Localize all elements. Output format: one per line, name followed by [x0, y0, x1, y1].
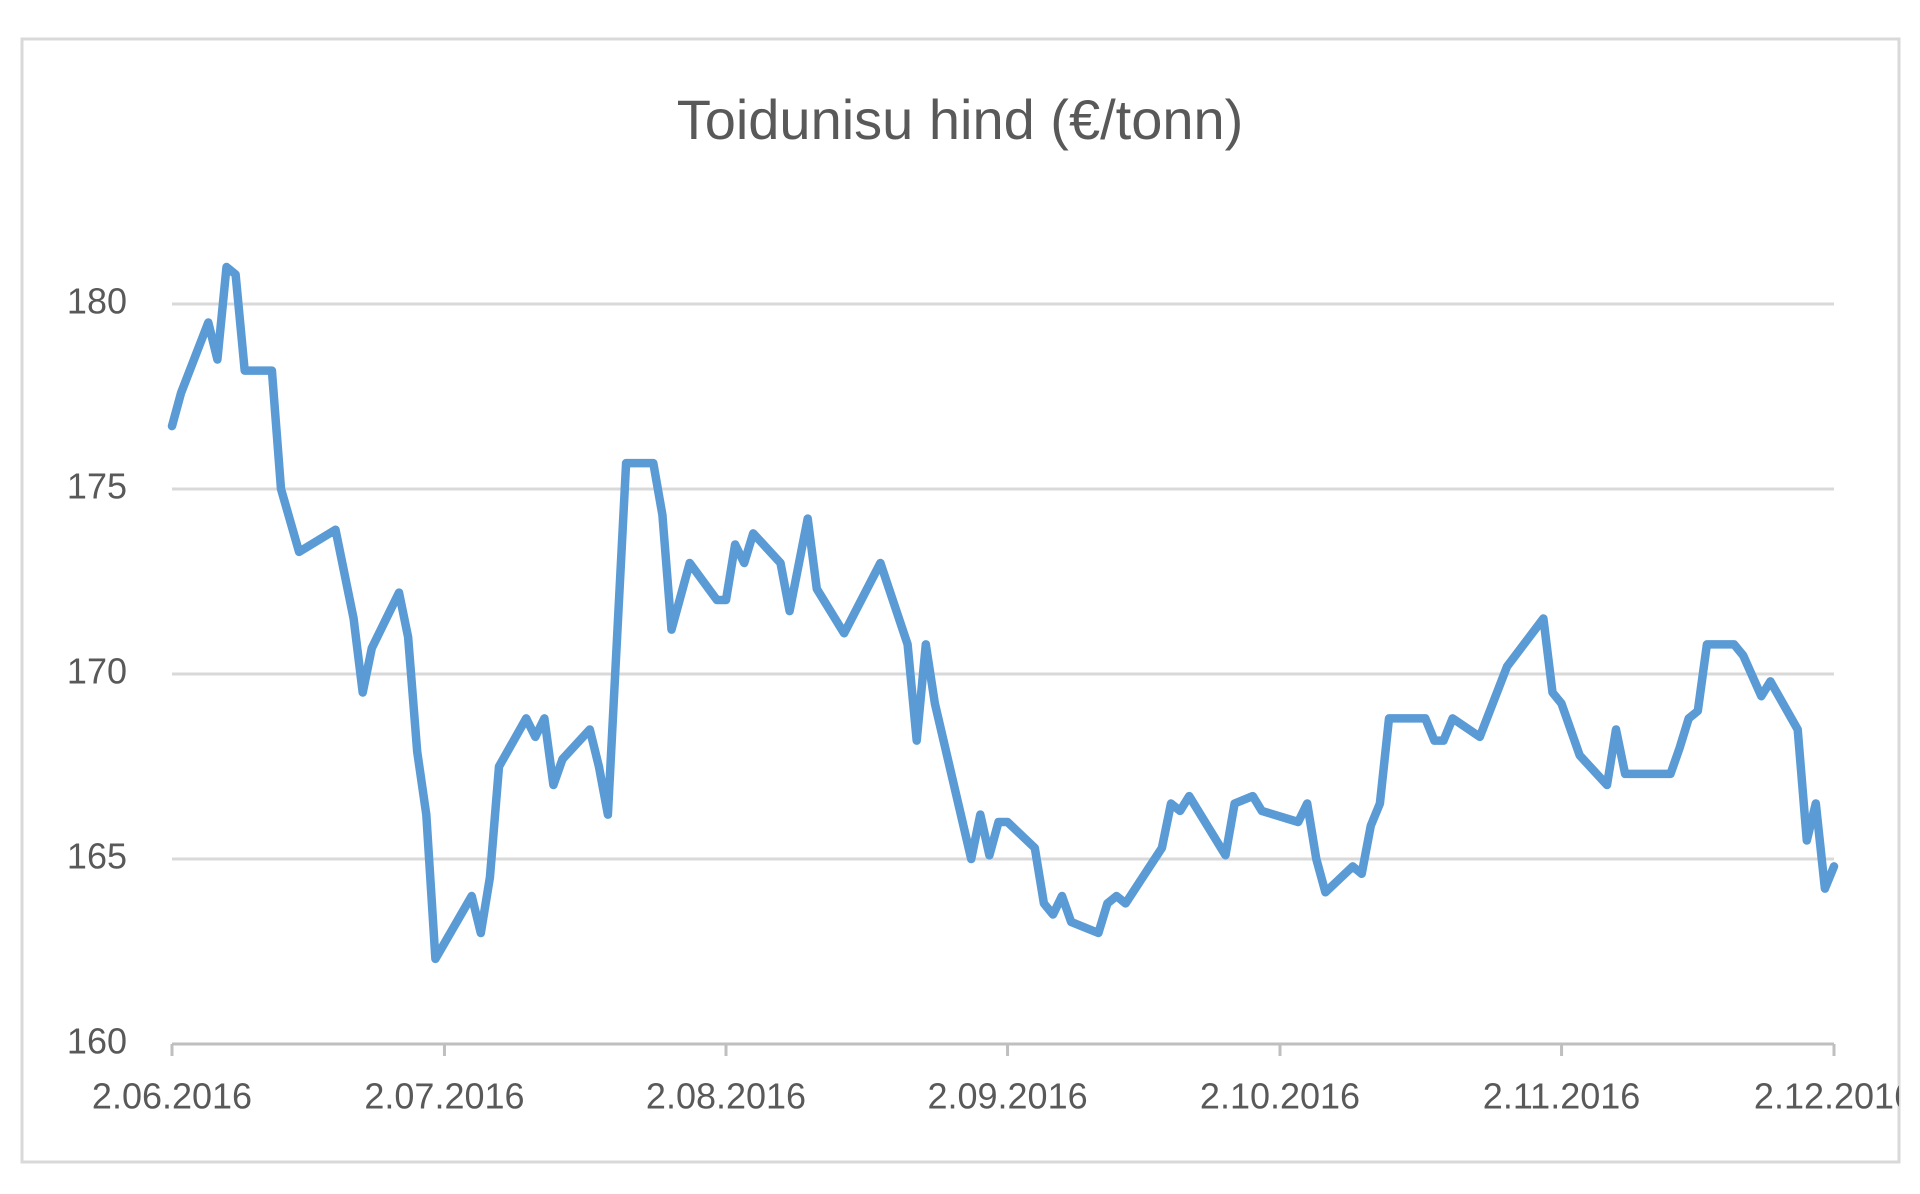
x-tick-label: 2.11.2016 — [1483, 1076, 1640, 1117]
y-tick-label: 165 — [67, 836, 127, 877]
y-tick-label: 180 — [67, 281, 127, 322]
x-tick-label: 2.09.2016 — [927, 1076, 1087, 1117]
chart-title: Toidunisu hind (€/tonn) — [677, 88, 1244, 151]
plot-area: Toidunisu hind (€/tonn) 160 165 170 175 180 2… — [67, 88, 1914, 1117]
chart-border — [20, 37, 1901, 1164]
x-tick-label: 2.12.2016 — [1754, 1076, 1914, 1117]
y-tick-label: 175 — [67, 466, 127, 507]
y-tick-label: 170 — [67, 651, 127, 692]
x-tick-label: 2.08.2016 — [646, 1076, 806, 1117]
price-line — [167, 262, 1839, 964]
x-tick-label: 2.07.2016 — [364, 1076, 524, 1117]
x-tick-label: 2.06.2016 — [92, 1076, 252, 1117]
x-tick-label: 2.10.2016 — [1200, 1076, 1360, 1117]
y-tick-label: 160 — [67, 1021, 127, 1062]
